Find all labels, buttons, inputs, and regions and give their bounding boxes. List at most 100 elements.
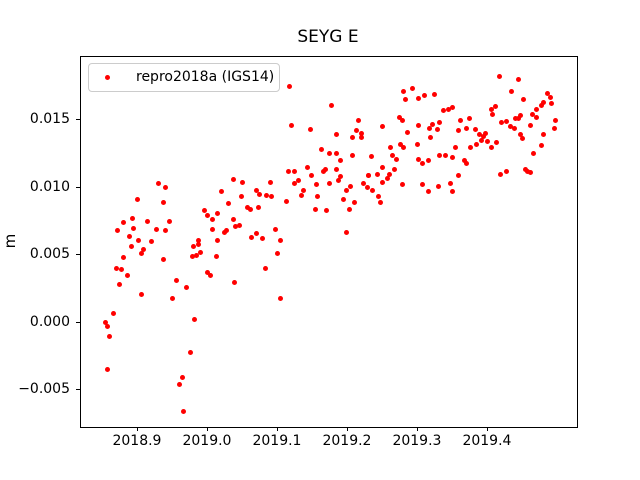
y-axis-tick-label: 0.005 — [29, 246, 70, 263]
data-point — [479, 137, 485, 143]
x-axis-tick-label: 2019.2 — [322, 433, 372, 449]
data-point — [477, 132, 483, 138]
data-point — [184, 284, 190, 290]
data-point — [308, 126, 314, 132]
data-point — [432, 91, 438, 97]
data-point — [419, 160, 425, 166]
data-point — [385, 175, 391, 181]
data-point — [512, 116, 518, 122]
data-point — [105, 324, 111, 330]
data-point — [240, 179, 246, 185]
data-point — [138, 291, 144, 297]
data-point — [456, 172, 462, 178]
data-point — [187, 349, 193, 355]
data-point — [541, 99, 547, 105]
data-point — [496, 74, 502, 80]
x-axis-tick-label: 2019.0 — [182, 433, 232, 449]
data-point — [248, 206, 254, 212]
data-point — [105, 367, 111, 373]
data-point — [480, 133, 486, 139]
data-point — [449, 155, 455, 161]
data-point — [400, 144, 406, 150]
data-point — [377, 199, 383, 205]
y-axis-tick — [76, 389, 80, 390]
data-point — [129, 216, 135, 222]
data-point — [300, 187, 306, 193]
data-point — [458, 117, 464, 123]
data-point — [488, 106, 494, 112]
data-point — [400, 182, 406, 188]
data-point — [110, 310, 116, 316]
data-point — [256, 191, 262, 197]
data-point — [153, 226, 159, 232]
data-point — [348, 183, 354, 189]
data-point — [262, 266, 268, 272]
data-point — [131, 225, 137, 231]
data-point — [544, 90, 550, 96]
data-point — [533, 114, 539, 120]
data-point — [504, 118, 510, 124]
data-point — [277, 295, 283, 301]
data-point — [236, 222, 242, 228]
data-point — [435, 126, 441, 132]
data-point — [376, 194, 382, 200]
data-point — [416, 156, 422, 162]
data-point — [416, 122, 422, 128]
x-axis-tick — [346, 427, 348, 431]
data-point — [289, 122, 295, 128]
data-point — [441, 108, 447, 114]
data-point — [275, 251, 281, 257]
data-point — [201, 207, 207, 213]
data-point — [404, 129, 410, 135]
data-point — [213, 253, 219, 259]
data-point — [283, 198, 289, 204]
data-point — [313, 182, 319, 188]
data-point — [355, 117, 361, 123]
data-point — [402, 97, 408, 103]
data-point — [369, 153, 375, 159]
data-point — [148, 239, 154, 245]
data-point — [118, 267, 124, 273]
x-axis-tick — [416, 427, 418, 431]
data-point — [253, 187, 259, 193]
x-axis-tick-label: 2018.9 — [112, 433, 162, 449]
data-point — [230, 176, 236, 182]
data-point — [253, 230, 259, 236]
data-point — [215, 237, 221, 243]
data-point — [107, 333, 113, 339]
data-point — [379, 179, 385, 185]
data-point — [226, 201, 232, 207]
x-axis-tick-label: 2019.3 — [392, 433, 442, 449]
data-point — [520, 136, 526, 142]
data-point — [264, 193, 270, 199]
data-point — [419, 182, 425, 188]
data-point — [248, 234, 254, 240]
data-point — [337, 158, 343, 164]
data-point — [328, 102, 334, 108]
data-point — [198, 249, 204, 255]
data-point — [273, 226, 279, 232]
data-point — [233, 224, 239, 230]
data-point — [507, 124, 513, 130]
data-point — [391, 167, 397, 173]
data-point — [244, 205, 250, 211]
data-point — [437, 120, 443, 126]
data-point — [135, 197, 141, 203]
data-point — [145, 218, 151, 224]
plot-area: repro2018a (IGS14) — [80, 56, 578, 428]
data-point — [508, 89, 514, 95]
y-axis-tick-label: 0.000 — [29, 313, 70, 330]
data-point — [278, 237, 284, 243]
data-point — [452, 144, 458, 150]
data-point — [488, 144, 494, 150]
x-axis-tick — [276, 427, 278, 431]
data-point — [190, 253, 196, 259]
data-point — [388, 144, 394, 150]
data-point — [504, 168, 510, 174]
data-point — [304, 164, 310, 170]
data-point — [136, 237, 142, 243]
data-point — [176, 382, 182, 388]
data-point — [129, 244, 135, 250]
data-point — [334, 151, 340, 157]
